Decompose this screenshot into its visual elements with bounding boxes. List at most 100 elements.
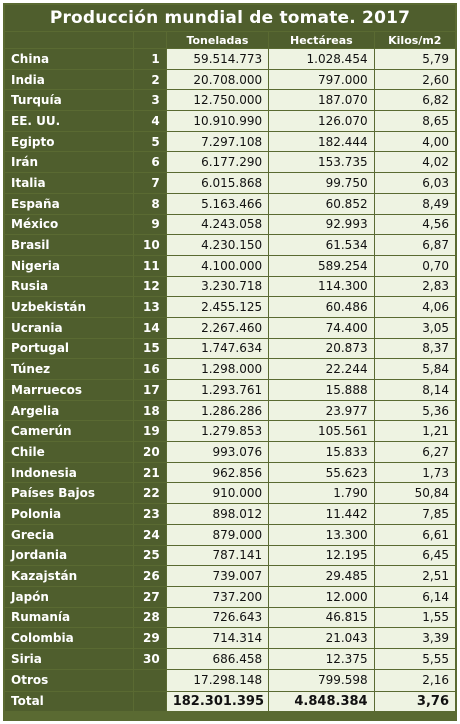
country-name: Camerún — [5, 421, 133, 442]
yield-value: 8,14 — [374, 380, 455, 400]
country-name: Túnez — [5, 359, 133, 379]
hectares-value: 92.993 — [269, 214, 374, 235]
table-row: Marruecos 17 1.293.761 15.888 8,14 — [5, 380, 455, 400]
country-name: México — [5, 214, 133, 235]
yield-value: 3,39 — [374, 628, 455, 648]
yield-value: 6,61 — [374, 524, 455, 545]
yield-value: 6,03 — [374, 173, 455, 193]
total-rank — [133, 691, 166, 711]
country-rank: 26 — [133, 566, 166, 586]
table-row: Argelia 18 1.286.286 23.977 5,36 — [5, 400, 455, 421]
table-row: Italia 7 6.015.868 99.750 6,03 — [5, 173, 455, 193]
hectares-value: 20.873 — [269, 338, 374, 359]
tonnes-value: 10.910.990 — [166, 111, 269, 131]
others-tonnes: 17.298.148 — [166, 669, 269, 691]
tonnes-value: 2.267.460 — [166, 317, 269, 338]
tonnes-value: 59.514.773 — [166, 49, 269, 69]
tonnes-value: 12.750.000 — [166, 90, 269, 111]
country-rank: 16 — [133, 359, 166, 379]
hectares-value: 13.300 — [269, 524, 374, 545]
tonnes-value: 726.643 — [166, 607, 269, 628]
yield-value: 6,27 — [374, 442, 455, 462]
hectares-value: 22.244 — [269, 359, 374, 379]
table-row: Rumanía 28 726.643 46.815 1,55 — [5, 607, 455, 628]
country-rank: 7 — [133, 173, 166, 193]
table-row: Irán 6 6.177.290 153.735 4,02 — [5, 152, 455, 173]
country-rank: 4 — [133, 111, 166, 131]
table-row: Turquía 3 12.750.000 187.070 6,82 — [5, 90, 455, 111]
table-row: EE. UU. 4 10.910.990 126.070 8,65 — [5, 111, 455, 131]
country-name: Nigeria — [5, 255, 133, 276]
country-rank: 15 — [133, 338, 166, 359]
tonnes-value: 898.012 — [166, 504, 269, 524]
others-yield: 2,16 — [374, 669, 455, 691]
yield-value: 4,56 — [374, 214, 455, 235]
title-row: Producción mundial de tomate. 2017 — [5, 5, 455, 31]
tonnes-value: 737.200 — [166, 586, 269, 607]
country-rank: 3 — [133, 90, 166, 111]
total-yield: 3,76 — [374, 691, 455, 711]
country-name: Rumanía — [5, 607, 133, 628]
tonnes-value: 4.243.058 — [166, 214, 269, 235]
tonnes-value: 1.747.634 — [166, 338, 269, 359]
hectares-value: 797.000 — [269, 69, 374, 90]
others-hectares: 799.598 — [269, 669, 374, 691]
yield-value: 8,65 — [374, 111, 455, 131]
country-rank: 1 — [133, 49, 166, 69]
table-row: Portugal 15 1.747.634 20.873 8,37 — [5, 338, 455, 359]
others-label: Otros — [5, 669, 133, 691]
hectares-value: 21.043 — [269, 628, 374, 648]
yield-value: 50,84 — [374, 483, 455, 504]
yield-value: 6,14 — [374, 586, 455, 607]
hectares-value: 12.000 — [269, 586, 374, 607]
table-row: India 2 20.708.000 797.000 2,60 — [5, 69, 455, 90]
header-country — [5, 32, 133, 48]
country-rank: 13 — [133, 297, 166, 317]
country-name: EE. UU. — [5, 111, 133, 131]
table-row: Chile 20 993.076 15.833 6,27 — [5, 442, 455, 462]
tonnes-value: 686.458 — [166, 648, 269, 669]
country-name: Brasil — [5, 235, 133, 255]
tonnes-value: 1.298.000 — [166, 359, 269, 379]
country-name: Siria — [5, 648, 133, 669]
country-rank: 9 — [133, 214, 166, 235]
yield-value: 6,87 — [374, 235, 455, 255]
country-name: Jordania — [5, 545, 133, 566]
total-tonnes: 182.301.395 — [166, 691, 269, 711]
yield-value: 7,85 — [374, 504, 455, 524]
table-row: Polonia 23 898.012 11.442 7,85 — [5, 504, 455, 524]
table-body: China 1 59.514.773 1.028.454 5,79 India 2 20.7… — [5, 49, 455, 711]
hectares-value: 60.852 — [269, 193, 374, 214]
country-rank: 18 — [133, 400, 166, 421]
tonnes-value: 2.455.125 — [166, 297, 269, 317]
table-row: Siria 30 686.458 12.375 5,55 — [5, 648, 455, 669]
tonnes-value: 962.856 — [166, 462, 269, 483]
country-name: China — [5, 49, 133, 69]
tonnes-value: 1.293.761 — [166, 380, 269, 400]
table-row: México 9 4.243.058 92.993 4,56 — [5, 214, 455, 235]
country-name: Portugal — [5, 338, 133, 359]
hectares-value: 15.833 — [269, 442, 374, 462]
tonnes-value: 6.177.290 — [166, 152, 269, 173]
tonnes-value: 879.000 — [166, 524, 269, 545]
yield-value: 8,49 — [374, 193, 455, 214]
yield-value: 3,05 — [374, 317, 455, 338]
country-name: Uzbekistán — [5, 297, 133, 317]
country-name: Chile — [5, 442, 133, 462]
table-row: Uzbekistán 13 2.455.125 60.486 4,06 — [5, 297, 455, 317]
country-rank: 28 — [133, 607, 166, 628]
yield-value: 2,60 — [374, 69, 455, 90]
yield-value: 2,83 — [374, 276, 455, 297]
hectares-value: 46.815 — [269, 607, 374, 628]
country-rank: 5 — [133, 131, 166, 152]
hectares-value: 182.444 — [269, 131, 374, 152]
country-rank: 22 — [133, 483, 166, 504]
country-rank: 17 — [133, 380, 166, 400]
tonnes-value: 910.000 — [166, 483, 269, 504]
yield-value: 6,45 — [374, 545, 455, 566]
country-rank: 10 — [133, 235, 166, 255]
header-rank — [133, 32, 166, 48]
country-rank: 24 — [133, 524, 166, 545]
table-row: Indonesia 21 962.856 55.623 1,73 — [5, 462, 455, 483]
others-row: Otros 17.298.148 799.598 2,16 — [5, 669, 455, 691]
